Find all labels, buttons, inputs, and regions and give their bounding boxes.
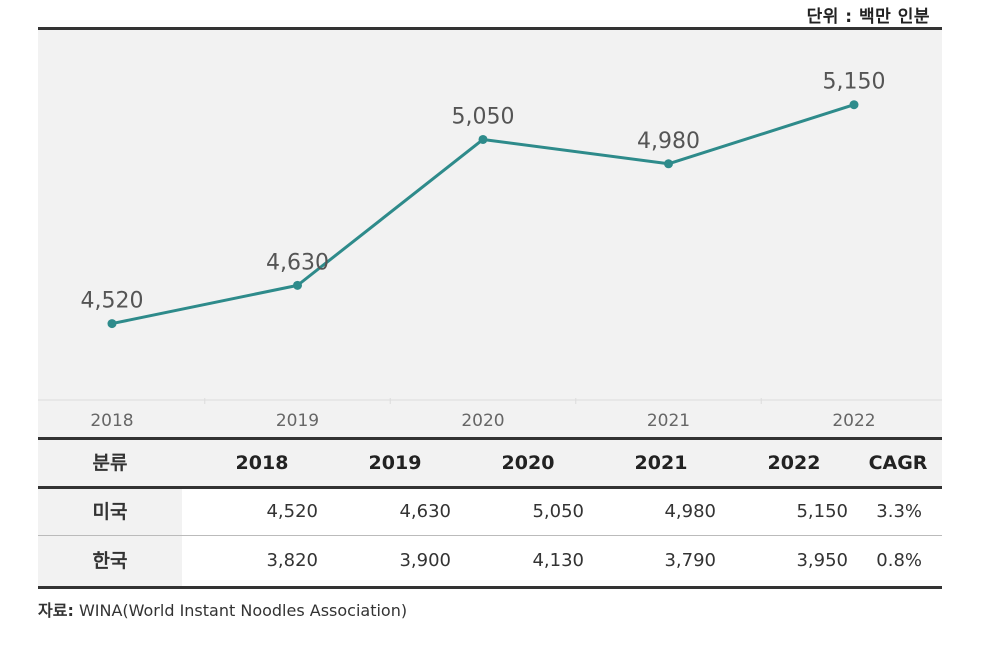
source-text: WINA(World Instant Noodles Association) (78, 601, 408, 620)
x-tick-label: 2020 (461, 411, 504, 431)
data-label: 5,050 (452, 104, 515, 129)
table-row: 한국 3,820 3,900 4,130 3,790 3,950 0.8% (38, 536, 942, 586)
cell-value: 5,050 (532, 501, 584, 522)
chart-area: 4,520 4,630 5,050 4,980 5,150 2018 2019 2020 20… (38, 30, 942, 437)
header-year: 2020 (501, 452, 555, 474)
cell-value: 4,130 (532, 550, 584, 571)
line-chart: 4,520 4,630 5,050 4,980 5,150 2018 2019 2020 20… (38, 70, 942, 431)
x-tick-label: 2018 (90, 411, 133, 431)
cell-cagr: 0.8% (876, 550, 922, 571)
cell-value: 3,900 (399, 550, 451, 571)
data-label: 5,150 (823, 70, 886, 95)
source-prefix: 자료: (38, 601, 74, 620)
header-year: 2021 (634, 452, 688, 474)
row-label: 미국 (38, 489, 182, 535)
data-point (664, 159, 673, 169)
cell-value: 3,950 (796, 550, 848, 571)
top-rule (38, 27, 942, 30)
cell-value: 4,520 (266, 501, 318, 522)
data-point (107, 319, 117, 329)
cell-value: 5,150 (796, 501, 848, 522)
header-category: 분류 (92, 452, 128, 474)
table-header-rule (38, 486, 942, 489)
table-row: 미국 4,520 4,630 5,050 4,980 5,150 3.3% (38, 489, 942, 535)
unit-label: 단위 : 백만 인분 (806, 7, 930, 27)
table-bottom-rule (38, 586, 942, 589)
cell-value: 3,790 (664, 550, 716, 571)
header-cagr: CAGR (868, 452, 928, 474)
data-label: 4,630 (266, 250, 329, 275)
x-tick-label: 2019 (276, 411, 319, 431)
header-year: 2019 (368, 452, 422, 474)
x-tick-label: 2021 (647, 411, 690, 431)
data-point (849, 100, 859, 110)
header-year: 2018 (235, 452, 289, 474)
data-point (478, 134, 488, 144)
table-top-rule (38, 437, 942, 440)
source-note: 자료: WINA(World Instant Noodles Associati… (38, 597, 407, 621)
x-tick-label: 2022 (832, 411, 875, 431)
cell-cagr: 3.3% (876, 501, 922, 522)
table-header-row: 분류 2018 2019 2020 2021 2022 CAGR (38, 440, 942, 486)
header-year: 2022 (767, 452, 821, 474)
row-label: 한국 (38, 536, 182, 586)
data-label: 4,520 (81, 289, 144, 314)
cell-value: 4,630 (399, 501, 451, 522)
table-row-divider (38, 535, 942, 536)
cell-value: 3,820 (266, 550, 318, 571)
cell-value: 4,980 (664, 501, 716, 522)
data-point (293, 280, 302, 290)
data-label: 4,980 (637, 129, 700, 154)
